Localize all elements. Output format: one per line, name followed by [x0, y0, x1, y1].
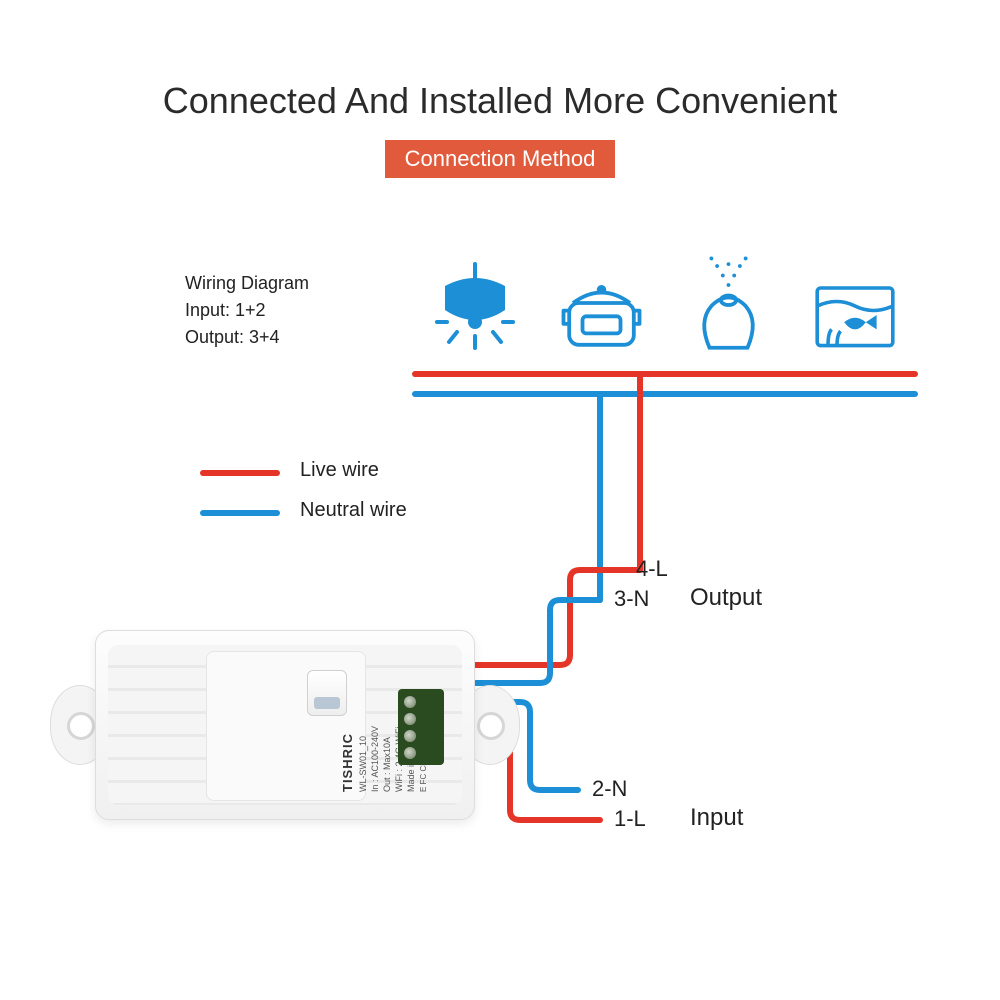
terminal-1l: 1-L: [614, 806, 646, 832]
humidifier-icon: [673, 250, 783, 360]
terminal-3n: 3-N: [614, 586, 649, 612]
input-label: Input: [690, 804, 743, 832]
terminal-4l: 4-L: [636, 556, 668, 582]
legend-neutral-swatch: [200, 510, 280, 516]
wiring-heading: Wiring Diagram: [185, 270, 309, 297]
device-panel: TISHRIC WL-SW01_10 In : AC100-240V Out :…: [206, 651, 366, 801]
wiring-diagram-text: Wiring Diagram Input: 1+2 Output: 3+4: [185, 270, 309, 351]
terminal-block: [398, 689, 444, 765]
legend-live-label: Live wire: [300, 459, 379, 482]
page-title: Connected And Installed More Convenient: [0, 0, 1000, 122]
legend-live-swatch: [200, 470, 280, 476]
legend-neutral-label: Neutral wire: [300, 499, 407, 522]
output-label: Output: [690, 584, 762, 612]
aquarium-icon: [800, 250, 910, 360]
wiring-input: Input: 1+2: [185, 297, 309, 324]
terminal-2n: 2-N: [592, 776, 627, 802]
device: TISHRIC WL-SW01_10 In : AC100-240V Out :…: [75, 630, 495, 820]
appliance-row: [420, 250, 910, 360]
cooker-icon: [547, 250, 657, 360]
wiring-output: Output: 3+4: [185, 324, 309, 351]
subtitle-badge: Connection Method: [385, 140, 616, 178]
lamp-icon: [420, 250, 530, 360]
device-body: TISHRIC WL-SW01_10 In : AC100-240V Out :…: [95, 630, 475, 820]
